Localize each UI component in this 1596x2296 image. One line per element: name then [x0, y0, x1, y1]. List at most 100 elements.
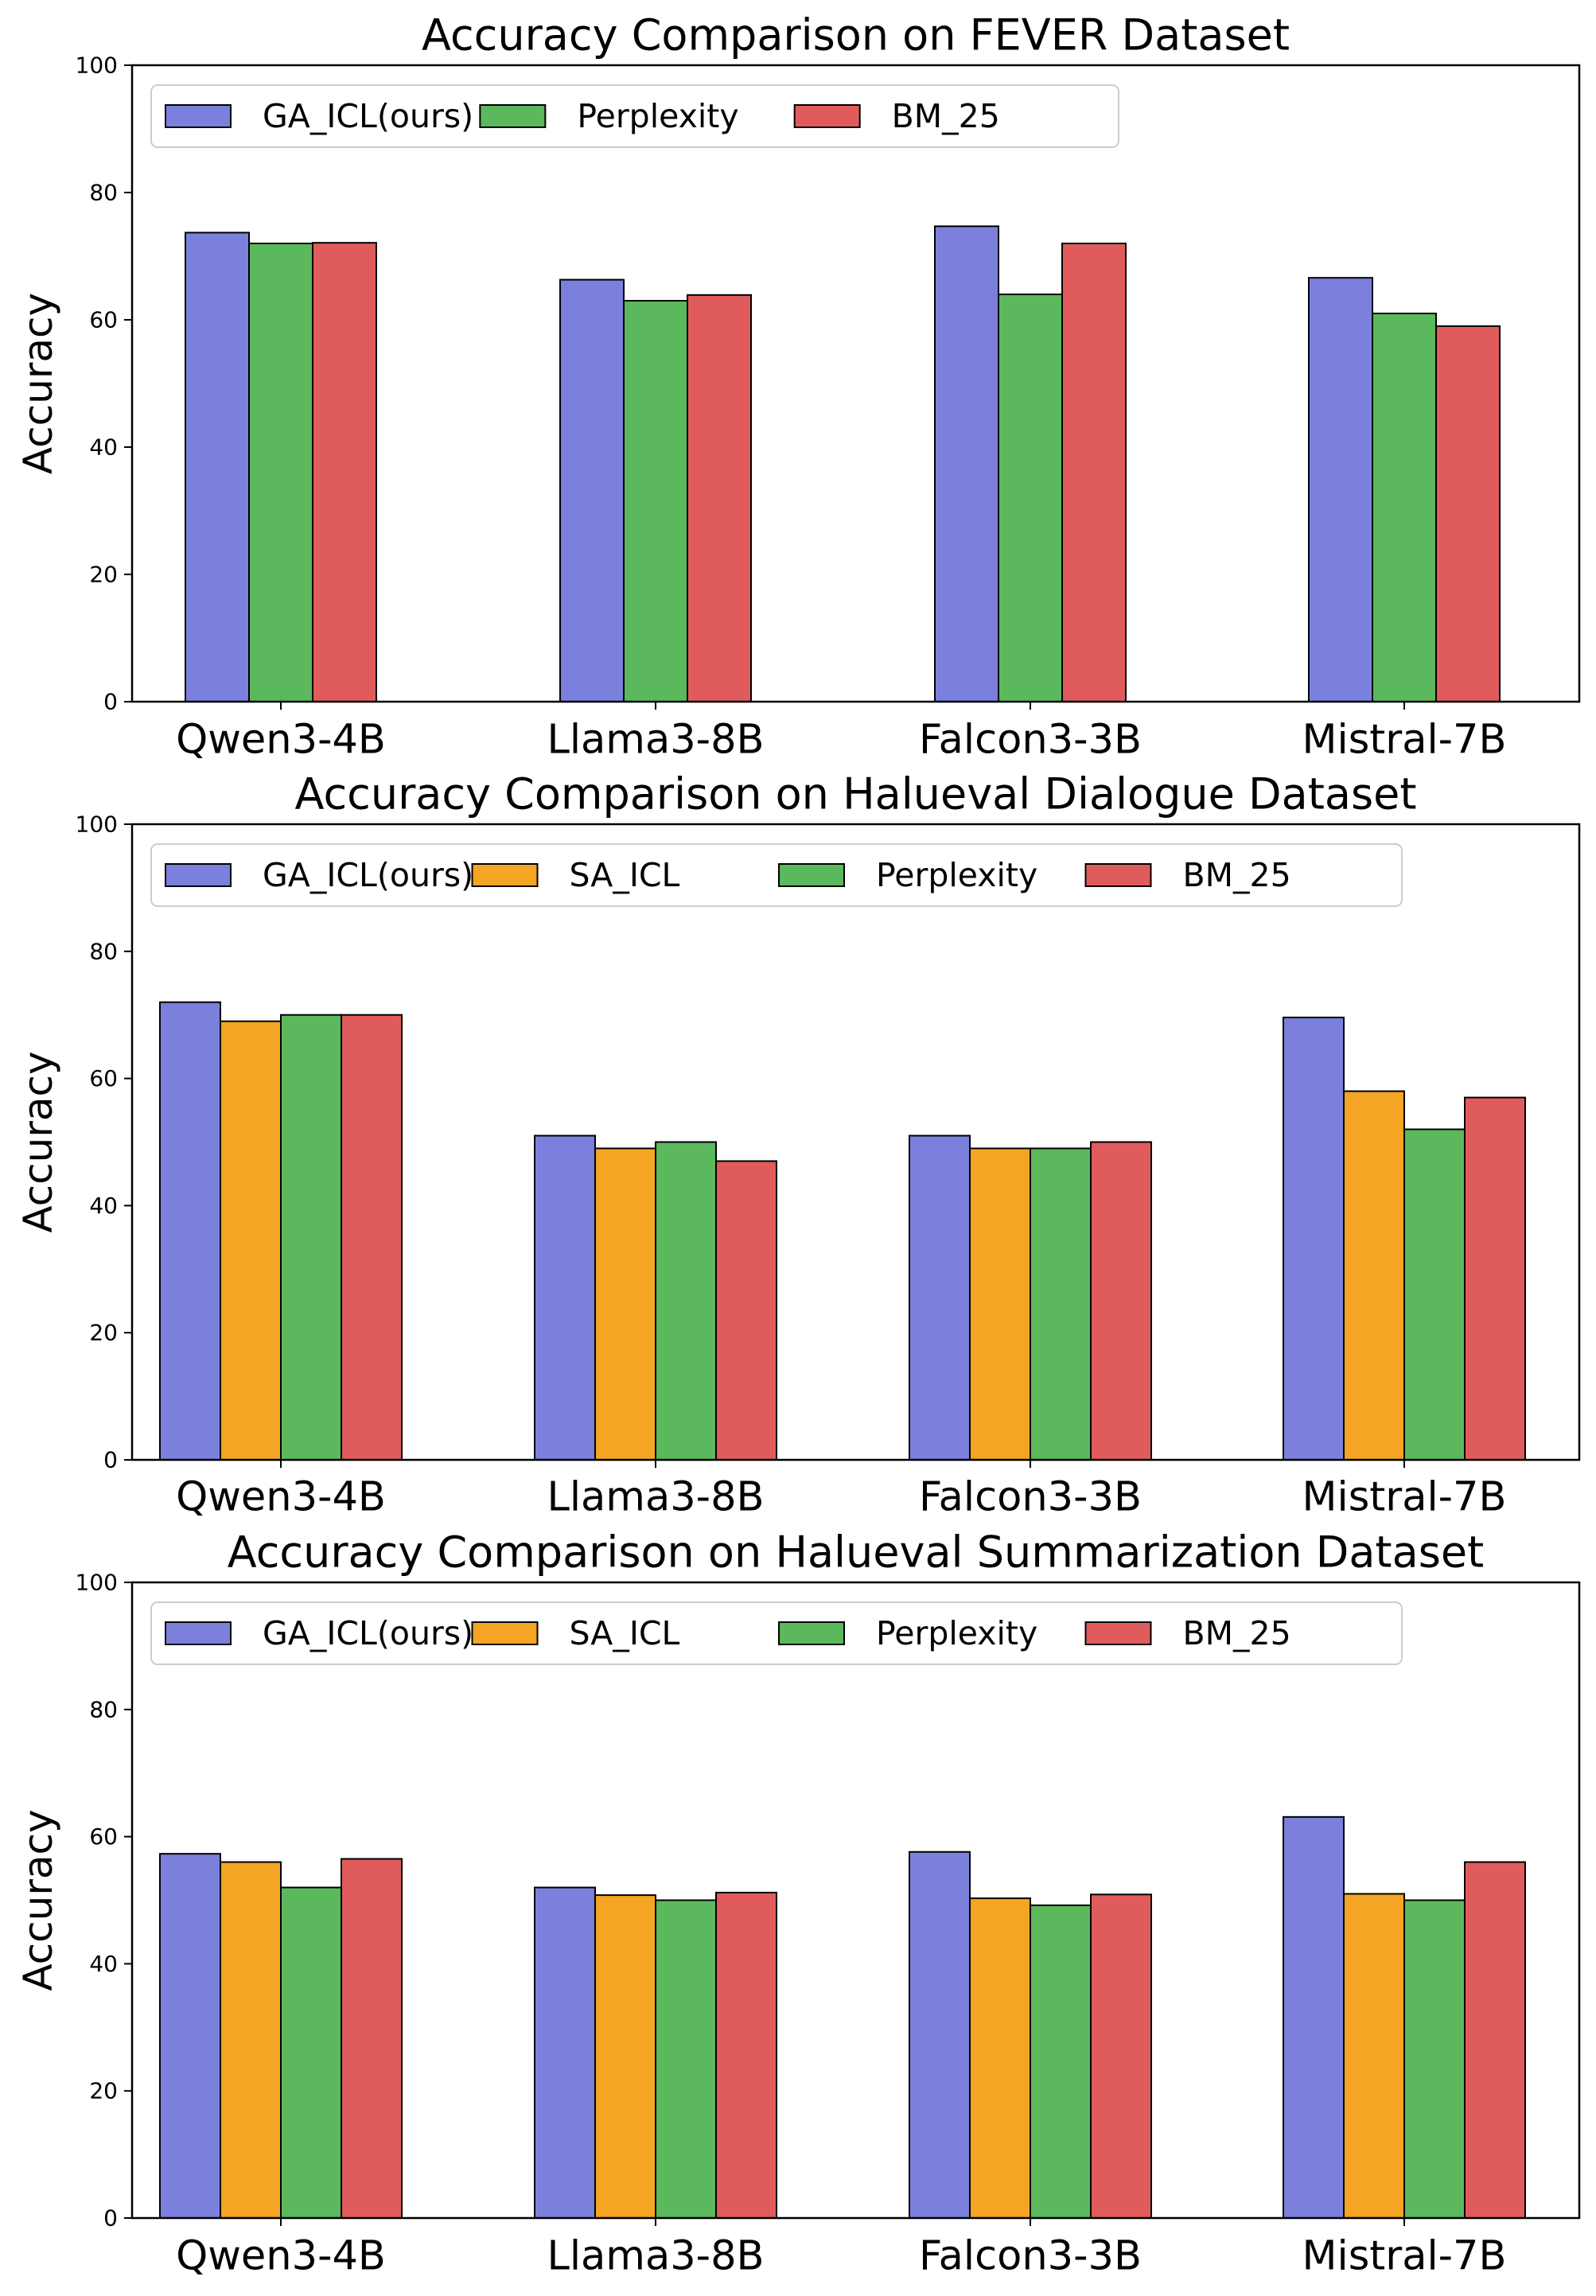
x-tick-label: Falcon3-3B — [919, 717, 1142, 764]
bar-perplexity-falcon3-3b — [1030, 1147, 1092, 1461]
y-axis-label: Accuracy — [15, 293, 61, 474]
y-tick-label: 80 — [89, 938, 118, 964]
legend-swatch — [1084, 863, 1152, 887]
legend-label: Perplexity — [876, 1614, 1037, 1652]
x-tick-label: Falcon3-3B — [919, 1474, 1142, 1521]
y-tick-label: 0 — [103, 1447, 118, 1473]
bar-perplexity-qwen3-4b — [280, 1014, 342, 1461]
x-tick-label: Llama3-8B — [547, 1474, 764, 1521]
bar-perplexity-qwen3-4b — [248, 243, 313, 702]
legend-label: GA_ICL(ours) — [263, 856, 473, 894]
y-tick-label: 20 — [89, 562, 118, 588]
legend-box — [150, 84, 1119, 148]
bar-ga-icl-ours--llama3-8b — [559, 278, 625, 703]
bar-bm-25-falcon3-3b — [1090, 1141, 1152, 1461]
y-tick-label: 0 — [103, 689, 118, 715]
bar-bm-25-falcon3-3b — [1061, 243, 1127, 702]
bar-bm-25-falcon3-3b — [1090, 1893, 1152, 2220]
legend-box — [150, 1601, 1403, 1665]
bar-perplexity-mistral-7b — [1372, 313, 1437, 702]
chart-panel-2: Accuracy Comparison on Halueval Dialogue… — [15, 769, 1581, 1521]
y-tick-label: 0 — [103, 2205, 118, 2232]
x-tick-label: Qwen3-4B — [176, 2233, 386, 2280]
plot-frame — [130, 64, 1581, 703]
legend-label: Perplexity — [876, 856, 1037, 894]
legend-swatch — [165, 104, 232, 128]
bar-ga-icl-ours--llama3-8b — [534, 1134, 596, 1461]
legend-label: GA_ICL(ours) — [263, 1614, 473, 1652]
x-tick-label: Falcon3-3B — [919, 2233, 1142, 2280]
y-tick-label: 100 — [76, 811, 118, 838]
x-tick-label: Mistral-7B — [1302, 717, 1507, 764]
legend-label: BM_25 — [892, 97, 1000, 135]
bar-ga-icl-ours--mistral-7b — [1308, 277, 1373, 702]
plot-frame — [130, 1581, 1581, 2220]
legend-swatch — [778, 1621, 845, 1645]
legend-label: BM_25 — [1183, 856, 1291, 894]
bar-bm-25-qwen3-4b — [341, 1858, 403, 2219]
chart-title: Accuracy Comparison on FEVER Dataset — [422, 10, 1290, 60]
bar-perplexity-llama3-8b — [623, 300, 688, 702]
bar-sa-icl-mistral-7b — [1343, 1090, 1405, 1461]
bar-perplexity-llama3-8b — [655, 1899, 717, 2219]
y-tick-label: 60 — [89, 1823, 118, 1850]
legend-box — [150, 843, 1403, 907]
bar-perplexity-qwen3-4b — [280, 1886, 342, 2220]
bar-bm-25-qwen3-4b — [341, 1014, 403, 1461]
bar-bm-25-qwen3-4b — [312, 242, 377, 702]
bar-ga-icl-ours--qwen3-4b — [159, 1001, 221, 1461]
x-tick-label: Qwen3-4B — [176, 1474, 386, 1521]
legend-label: GA_ICL(ours) — [263, 97, 473, 135]
x-tick-label: Qwen3-4B — [176, 717, 386, 764]
y-tick-label: 60 — [89, 1065, 118, 1092]
bar-ga-icl-ours--qwen3-4b — [159, 1853, 221, 2220]
y-axis-label: Accuracy — [15, 1051, 61, 1232]
legend: GA_ICL(ours) SA_ICL Perplexity BM_25 — [150, 1601, 1403, 1665]
legend-swatch — [1084, 1621, 1152, 1645]
chart-title: Accuracy Comparison on Halueval Dialogue… — [294, 769, 1416, 819]
legend-swatch — [471, 1621, 539, 1645]
x-tick-label: Mistral-7B — [1302, 2233, 1507, 2280]
legend-label: SA_ICL — [570, 856, 680, 894]
legend-swatch — [479, 104, 547, 128]
bar-perplexity-falcon3-3b — [998, 294, 1063, 702]
bar-ga-icl-ours--qwen3-4b — [185, 232, 250, 702]
bar-sa-icl-llama3-8b — [594, 1894, 656, 2219]
bar-ga-icl-ours--falcon3-3b — [909, 1850, 971, 2219]
y-tick-label: 40 — [89, 1951, 118, 1977]
bar-sa-icl-falcon3-3b — [969, 1147, 1031, 1461]
legend: GA_ICL(ours) SA_ICL Perplexity BM_25 — [150, 843, 1403, 907]
bar-bm-25-llama3-8b — [687, 294, 752, 702]
bar-bm-25-mistral-7b — [1464, 1096, 1526, 1461]
bar-bm-25-mistral-7b — [1435, 325, 1501, 702]
y-tick-label: 100 — [76, 1570, 118, 1596]
legend-label: BM_25 — [1183, 1614, 1291, 1652]
bar-ga-icl-ours--mistral-7b — [1283, 1016, 1345, 1461]
legend-swatch — [471, 863, 539, 887]
legend-label: SA_ICL — [570, 1614, 680, 1652]
bar-sa-icl-falcon3-3b — [969, 1897, 1031, 2220]
bar-perplexity-llama3-8b — [655, 1141, 717, 1461]
x-tick-label: Llama3-8B — [547, 2233, 764, 2280]
legend-label: Perplexity — [577, 97, 738, 135]
bar-bm-25-mistral-7b — [1464, 1861, 1526, 2220]
y-axis-label: Accuracy — [15, 1809, 61, 1991]
bar-ga-icl-ours--falcon3-3b — [934, 225, 999, 702]
bar-perplexity-mistral-7b — [1403, 1899, 1466, 2219]
bar-ga-icl-ours--llama3-8b — [534, 1886, 596, 2220]
bar-perplexity-falcon3-3b — [1030, 1904, 1092, 2220]
legend-swatch — [165, 1621, 232, 1645]
plot-frame — [130, 823, 1581, 1461]
y-tick-label: 60 — [89, 307, 118, 333]
bar-ga-icl-ours--falcon3-3b — [909, 1134, 971, 1461]
chart-panel-1: Accuracy Comparison on FEVER Dataset Accu… — [15, 10, 1581, 764]
y-tick-label: 100 — [76, 53, 118, 79]
bar-sa-icl-llama3-8b — [594, 1147, 656, 1461]
bar-sa-icl-qwen3-4b — [220, 1020, 282, 1461]
chart-panel-3: Accuracy Comparison on Halueval Summariz… — [15, 1527, 1581, 2280]
legend: GA_ICL(ours) Perplexity BM_25 — [150, 84, 1119, 148]
y-tick-label: 40 — [89, 1193, 118, 1219]
bar-bm-25-llama3-8b — [715, 1891, 777, 2220]
y-tick-label: 80 — [89, 180, 118, 206]
